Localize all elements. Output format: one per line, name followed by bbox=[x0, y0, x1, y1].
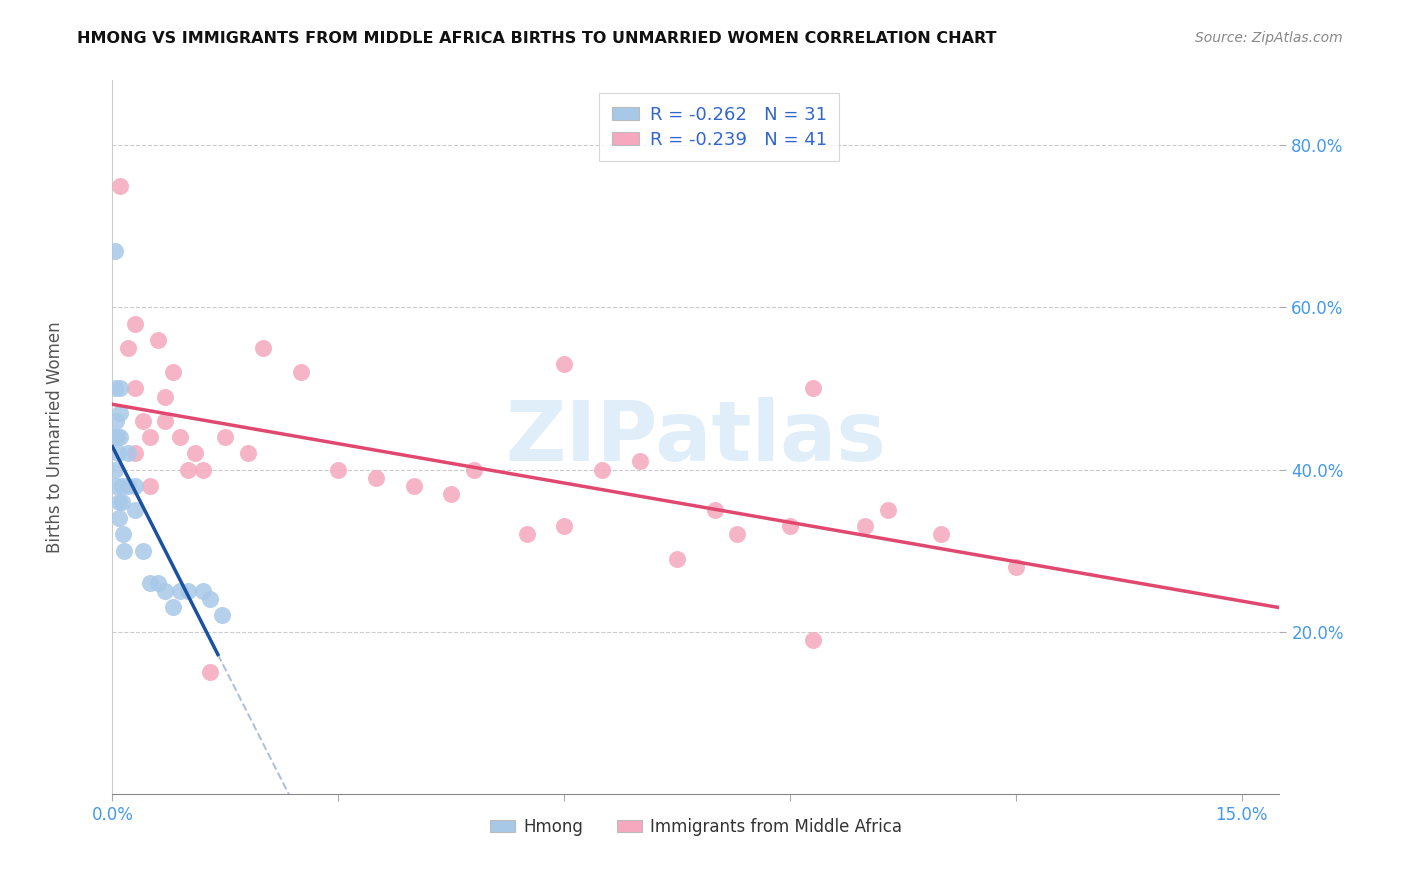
Point bbox=[131, 543, 153, 558]
Point bbox=[111, 527, 134, 541]
Point bbox=[117, 341, 139, 355]
Point bbox=[107, 495, 129, 509]
Point bbox=[553, 357, 575, 371]
Point bbox=[169, 584, 191, 599]
Point bbox=[105, 414, 128, 428]
Point bbox=[364, 470, 387, 484]
Point bbox=[200, 592, 222, 607]
Point bbox=[108, 511, 131, 525]
Point bbox=[929, 527, 952, 541]
Point bbox=[108, 430, 131, 444]
Point bbox=[139, 479, 162, 493]
Point bbox=[108, 381, 131, 395]
Point bbox=[328, 462, 350, 476]
Point bbox=[463, 462, 485, 476]
Point bbox=[801, 381, 824, 395]
Point bbox=[553, 519, 575, 533]
Point bbox=[105, 430, 128, 444]
Point bbox=[124, 446, 146, 460]
Point bbox=[146, 333, 169, 347]
Point bbox=[779, 519, 801, 533]
Point bbox=[105, 479, 128, 493]
Point bbox=[666, 551, 689, 566]
Legend: Hmong, Immigrants from Middle Africa: Hmong, Immigrants from Middle Africa bbox=[484, 812, 908, 843]
Point bbox=[124, 317, 146, 331]
Point bbox=[440, 487, 463, 501]
Point bbox=[877, 503, 900, 517]
Text: ZIPatlas: ZIPatlas bbox=[506, 397, 886, 477]
Point bbox=[124, 381, 146, 395]
Point bbox=[162, 365, 184, 379]
Point bbox=[103, 430, 125, 444]
Point bbox=[107, 446, 129, 460]
Point bbox=[153, 390, 176, 404]
Point bbox=[112, 543, 135, 558]
Point bbox=[184, 446, 207, 460]
Point bbox=[117, 479, 139, 493]
Point bbox=[703, 503, 725, 517]
Point bbox=[162, 600, 184, 615]
Text: Source: ZipAtlas.com: Source: ZipAtlas.com bbox=[1195, 31, 1343, 45]
Point bbox=[139, 576, 162, 591]
Point bbox=[111, 495, 134, 509]
Point bbox=[108, 178, 131, 193]
Point bbox=[104, 244, 127, 258]
Point bbox=[214, 430, 236, 444]
Point bbox=[124, 503, 146, 517]
Point bbox=[146, 576, 169, 591]
Point bbox=[402, 479, 425, 493]
Point bbox=[591, 462, 613, 476]
Point bbox=[104, 462, 127, 476]
Point bbox=[108, 406, 131, 420]
Point bbox=[1005, 559, 1028, 574]
Point bbox=[104, 381, 127, 395]
Y-axis label: Births to Unmarried Women: Births to Unmarried Women bbox=[46, 321, 63, 553]
Point bbox=[177, 584, 200, 599]
Point bbox=[191, 584, 214, 599]
Point bbox=[200, 665, 222, 680]
Point bbox=[139, 430, 162, 444]
Point bbox=[252, 341, 274, 355]
Point bbox=[153, 414, 176, 428]
Point bbox=[236, 446, 259, 460]
Point bbox=[131, 414, 153, 428]
Point bbox=[124, 479, 146, 493]
Point bbox=[516, 527, 538, 541]
Point bbox=[110, 479, 132, 493]
Point bbox=[290, 365, 312, 379]
Point bbox=[177, 462, 200, 476]
Point bbox=[725, 527, 748, 541]
Text: HMONG VS IMMIGRANTS FROM MIDDLE AFRICA BIRTHS TO UNMARRIED WOMEN CORRELATION CHA: HMONG VS IMMIGRANTS FROM MIDDLE AFRICA B… bbox=[77, 31, 997, 46]
Point bbox=[169, 430, 191, 444]
Point bbox=[191, 462, 214, 476]
Point bbox=[801, 632, 824, 647]
Point bbox=[153, 584, 176, 599]
Point bbox=[117, 446, 139, 460]
Point bbox=[211, 608, 233, 623]
Point bbox=[628, 454, 651, 468]
Point bbox=[853, 519, 876, 533]
